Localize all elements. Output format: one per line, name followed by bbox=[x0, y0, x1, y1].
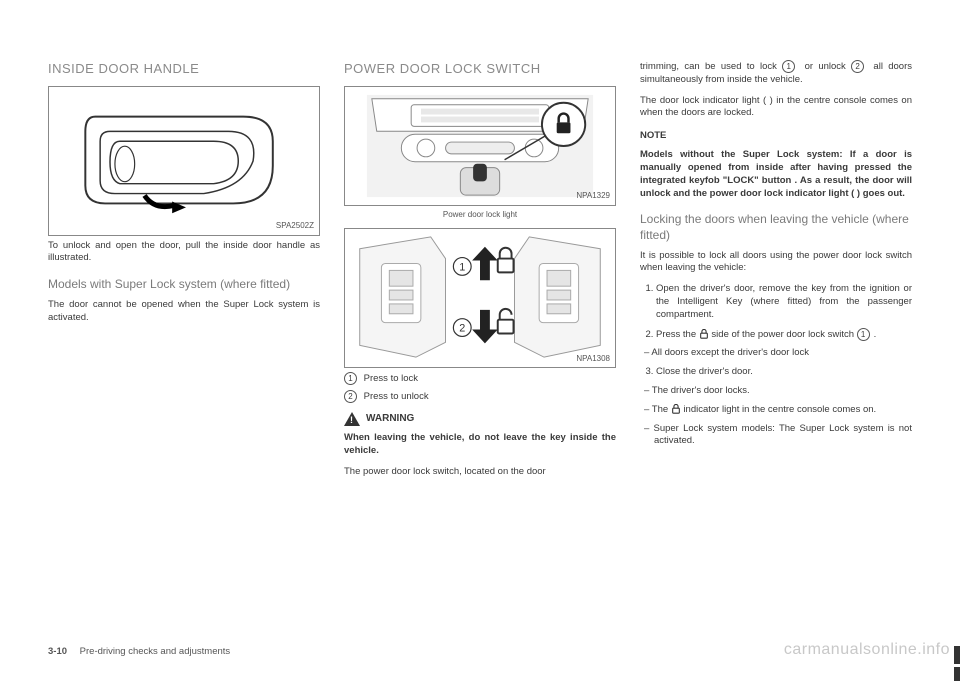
chapter-name: Pre-driving checks and adjustments bbox=[80, 646, 231, 657]
figure-label: NPA1329 bbox=[576, 191, 610, 202]
column-1: INSIDE DOOR HANDLE SPA2502Z To unlock an… bbox=[48, 60, 320, 486]
switch-figure: 1 2 NPA1308 bbox=[344, 228, 616, 368]
dash-2: The driver's door locks. bbox=[640, 385, 912, 398]
press-unlock-row: 2 Press to unlock bbox=[344, 390, 616, 404]
num-1-icon: 1 bbox=[857, 328, 870, 341]
note-body: Models without the Super Lock system: If… bbox=[640, 149, 912, 200]
watermark: carmanualsonline.info bbox=[784, 641, 950, 659]
side-tabs bbox=[954, 643, 960, 681]
dash-4: Super Lock system models: The Super Lock… bbox=[640, 423, 912, 449]
num-2-icon: 2 bbox=[851, 60, 864, 73]
indicator-text: The door lock indicator light ( ) in the… bbox=[640, 95, 912, 121]
page-footer: 3-10 Pre-driving checks and adjustments bbox=[48, 646, 230, 657]
superlock-text: The door cannot be opened when the Super… bbox=[48, 299, 320, 325]
dash-1: All doors except the driver's door lock bbox=[640, 347, 912, 360]
figure-label: NPA1308 bbox=[576, 354, 610, 365]
dash-3: The indicator light in the centre consol… bbox=[640, 404, 912, 417]
side-tab bbox=[954, 646, 960, 664]
svg-text:2: 2 bbox=[459, 323, 465, 335]
note-label: NOTE bbox=[640, 130, 912, 143]
column-2: POWER DOOR LOCK SWITCH NPA1329 bbox=[344, 60, 616, 486]
num-2-icon: 2 bbox=[344, 390, 357, 403]
svg-text:1: 1 bbox=[459, 262, 465, 274]
warning-text: When leaving the vehicle, do not leave t… bbox=[344, 432, 616, 458]
handle-description: To unlock and open the door, pull the in… bbox=[48, 240, 320, 266]
console-svg bbox=[345, 87, 615, 205]
power-door-lock-title: POWER DOOR LOCK SWITCH bbox=[344, 60, 616, 78]
step-1: Open the driver's door, remove the key f… bbox=[656, 283, 912, 321]
inside-door-handle-title: INSIDE DOOR HANDLE bbox=[48, 60, 320, 78]
door-handle-figure: SPA2502Z bbox=[48, 86, 320, 236]
page-content: INSIDE DOOR HANDLE SPA2502Z To unlock an… bbox=[0, 0, 960, 506]
press-lock-text: Press to lock bbox=[364, 373, 418, 384]
locking-subtitle: Locking the doors when leaving the vehic… bbox=[640, 212, 912, 243]
num-1-icon: 1 bbox=[782, 60, 795, 73]
warning-row: WARNING bbox=[344, 412, 616, 426]
side-tab bbox=[954, 667, 960, 681]
lock-icon bbox=[671, 404, 681, 414]
step-3: Close the driver's door. bbox=[656, 366, 912, 379]
locking-intro: It is possible to lock all doors using t… bbox=[640, 250, 912, 276]
page-number: 3-10 bbox=[48, 646, 67, 657]
steps-list-2: Close the driver's door. bbox=[640, 366, 912, 379]
press-unlock-text: Press to unlock bbox=[364, 391, 429, 402]
console-figure: NPA1329 bbox=[344, 86, 616, 206]
warning-label: WARNING bbox=[366, 412, 414, 426]
lock-icon bbox=[699, 329, 709, 339]
door-handle-svg bbox=[49, 87, 319, 235]
step-2: Press the side of the power door lock sw… bbox=[656, 328, 912, 342]
trimming-text: trimming, can be used to lock 1 or unloc… bbox=[640, 60, 912, 87]
column-3: trimming, can be used to lock 1 or unloc… bbox=[640, 60, 912, 486]
warning-icon bbox=[344, 412, 360, 426]
figure-label: SPA2502Z bbox=[276, 221, 314, 232]
superlock-subtitle: Models with Super Lock system (where fit… bbox=[48, 277, 320, 293]
console-caption: Power door lock light bbox=[344, 210, 616, 221]
tail-text: The power door lock switch, located on t… bbox=[344, 466, 616, 479]
press-lock-row: 1 Press to lock bbox=[344, 372, 616, 386]
switch-svg: 1 2 bbox=[345, 229, 615, 367]
steps-list: Open the driver's door, remove the key f… bbox=[640, 283, 912, 341]
num-1-icon: 1 bbox=[344, 372, 357, 385]
